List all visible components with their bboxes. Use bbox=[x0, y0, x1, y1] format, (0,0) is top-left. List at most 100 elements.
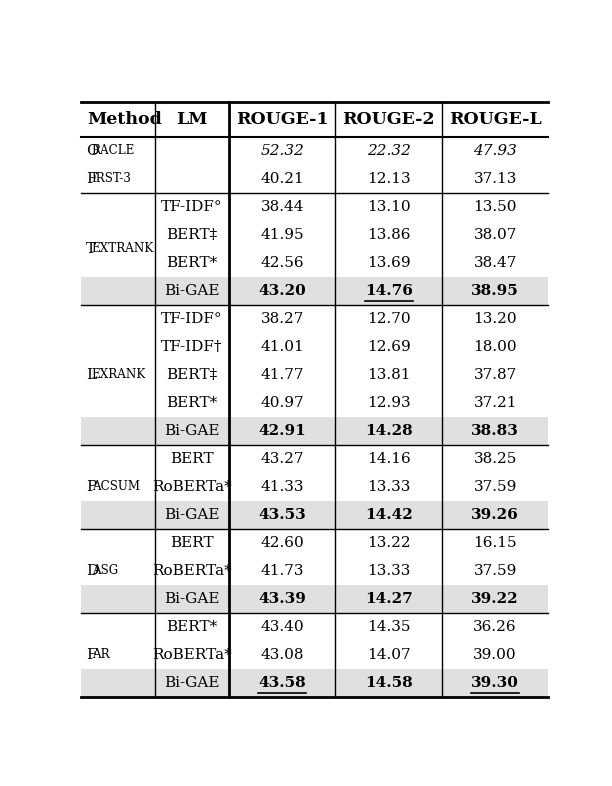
Text: 14.42: 14.42 bbox=[365, 508, 412, 522]
Text: 37.59: 37.59 bbox=[474, 564, 517, 578]
Text: P: P bbox=[86, 479, 96, 494]
Text: BERT*: BERT* bbox=[166, 619, 218, 634]
Text: O: O bbox=[86, 144, 99, 158]
Text: 13.69: 13.69 bbox=[367, 255, 411, 270]
Text: 22.32: 22.32 bbox=[367, 144, 411, 158]
Text: 13.33: 13.33 bbox=[367, 479, 410, 494]
Text: BERT*: BERT* bbox=[166, 255, 218, 270]
Text: 14.58: 14.58 bbox=[365, 675, 412, 689]
Text: 39.26: 39.26 bbox=[471, 508, 519, 522]
Text: BERT‡: BERT‡ bbox=[166, 368, 217, 382]
Text: 40.97: 40.97 bbox=[260, 395, 304, 410]
Text: 18.00: 18.00 bbox=[473, 340, 517, 354]
Text: BERT: BERT bbox=[170, 535, 214, 549]
Text: EXRANK: EXRANK bbox=[92, 368, 146, 381]
Text: 43.27: 43.27 bbox=[260, 452, 304, 465]
Bar bbox=[81, 277, 548, 305]
Text: Bi-GAE: Bi-GAE bbox=[164, 592, 220, 605]
Text: RoBERTa*: RoBERTa* bbox=[152, 479, 232, 494]
Text: 13.10: 13.10 bbox=[367, 200, 411, 214]
Text: IRST-3: IRST-3 bbox=[92, 172, 132, 185]
Text: Bi-GAE: Bi-GAE bbox=[164, 284, 220, 298]
Text: 37.87: 37.87 bbox=[474, 368, 517, 382]
Text: 37.59: 37.59 bbox=[474, 479, 517, 494]
Text: 37.21: 37.21 bbox=[474, 395, 517, 410]
Text: LM: LM bbox=[176, 111, 207, 127]
Text: ROUGE-L: ROUGE-L bbox=[449, 111, 542, 127]
Text: 38.44: 38.44 bbox=[260, 200, 304, 214]
Text: F: F bbox=[86, 648, 97, 662]
Text: 43.53: 43.53 bbox=[258, 508, 306, 522]
Text: 41.95: 41.95 bbox=[260, 228, 304, 241]
Text: BERT‡: BERT‡ bbox=[166, 228, 217, 241]
Text: 40.21: 40.21 bbox=[260, 171, 304, 185]
Text: Bi-GAE: Bi-GAE bbox=[164, 675, 220, 689]
Text: BERT*: BERT* bbox=[166, 395, 218, 410]
Text: Bi-GAE: Bi-GAE bbox=[164, 424, 220, 438]
Text: TF-IDF°: TF-IDF° bbox=[161, 200, 223, 214]
Text: 16.15: 16.15 bbox=[473, 535, 517, 549]
Text: RACLE: RACLE bbox=[92, 144, 135, 157]
Text: 14.07: 14.07 bbox=[367, 648, 411, 662]
Text: 38.83: 38.83 bbox=[471, 424, 519, 438]
Text: ASG: ASG bbox=[92, 564, 118, 577]
Text: 43.58: 43.58 bbox=[258, 675, 306, 689]
Text: 12.13: 12.13 bbox=[367, 171, 411, 185]
Text: TF-IDF†: TF-IDF† bbox=[161, 340, 223, 354]
Text: F: F bbox=[86, 171, 97, 185]
Text: 37.13: 37.13 bbox=[474, 171, 517, 185]
Text: 14.76: 14.76 bbox=[365, 284, 412, 298]
Text: 42.91: 42.91 bbox=[258, 424, 306, 438]
Text: 38.25: 38.25 bbox=[474, 452, 517, 465]
Text: 43.20: 43.20 bbox=[258, 284, 306, 298]
Text: RoBERTa*: RoBERTa* bbox=[152, 564, 232, 578]
Text: ROUGE-1: ROUGE-1 bbox=[236, 111, 329, 127]
Text: D: D bbox=[86, 564, 99, 578]
Text: EXTRANK: EXTRANK bbox=[92, 242, 154, 255]
Text: 42.60: 42.60 bbox=[260, 535, 304, 549]
Text: 12.70: 12.70 bbox=[367, 311, 411, 325]
Bar bbox=[81, 501, 548, 528]
Text: T: T bbox=[86, 241, 96, 255]
Text: 13.22: 13.22 bbox=[367, 535, 411, 549]
Text: AR: AR bbox=[92, 648, 110, 661]
Text: 14.16: 14.16 bbox=[367, 452, 411, 465]
Text: 41.33: 41.33 bbox=[260, 479, 304, 494]
Text: 14.28: 14.28 bbox=[365, 424, 412, 438]
Text: 13.86: 13.86 bbox=[367, 228, 411, 241]
Text: 41.77: 41.77 bbox=[260, 368, 304, 382]
Text: 13.33: 13.33 bbox=[367, 564, 410, 578]
Text: 43.39: 43.39 bbox=[258, 592, 306, 605]
Bar bbox=[81, 585, 548, 612]
Text: 12.69: 12.69 bbox=[367, 340, 411, 354]
Text: 38.07: 38.07 bbox=[474, 228, 517, 241]
Text: 12.93: 12.93 bbox=[367, 395, 411, 410]
Text: ACSUM: ACSUM bbox=[92, 480, 140, 493]
Bar bbox=[81, 417, 548, 445]
Text: 42.56: 42.56 bbox=[260, 255, 304, 270]
Text: ROUGE-2: ROUGE-2 bbox=[342, 111, 435, 127]
Text: 47.93: 47.93 bbox=[473, 144, 517, 158]
Text: 41.73: 41.73 bbox=[260, 564, 304, 578]
Text: 43.08: 43.08 bbox=[260, 648, 304, 662]
Text: RoBERTa*: RoBERTa* bbox=[152, 648, 232, 662]
Text: BERT: BERT bbox=[170, 452, 214, 465]
Text: 38.27: 38.27 bbox=[261, 311, 304, 325]
Text: 43.40: 43.40 bbox=[260, 619, 304, 634]
Text: 39.22: 39.22 bbox=[471, 592, 519, 605]
Text: 36.26: 36.26 bbox=[473, 619, 517, 634]
Text: Method: Method bbox=[87, 111, 162, 127]
Text: 13.50: 13.50 bbox=[474, 200, 517, 214]
Text: 13.20: 13.20 bbox=[473, 311, 517, 325]
Text: 39.00: 39.00 bbox=[473, 648, 517, 662]
Text: Bi-GAE: Bi-GAE bbox=[164, 508, 220, 522]
Text: 13.81: 13.81 bbox=[367, 368, 411, 382]
Text: 41.01: 41.01 bbox=[260, 340, 304, 354]
Text: 14.35: 14.35 bbox=[367, 619, 411, 634]
Text: L: L bbox=[86, 368, 96, 382]
Text: 52.32: 52.32 bbox=[260, 144, 304, 158]
Text: 39.30: 39.30 bbox=[471, 675, 519, 689]
Text: TF-IDF°: TF-IDF° bbox=[161, 311, 223, 325]
Bar bbox=[81, 669, 548, 696]
Text: 14.27: 14.27 bbox=[365, 592, 412, 605]
